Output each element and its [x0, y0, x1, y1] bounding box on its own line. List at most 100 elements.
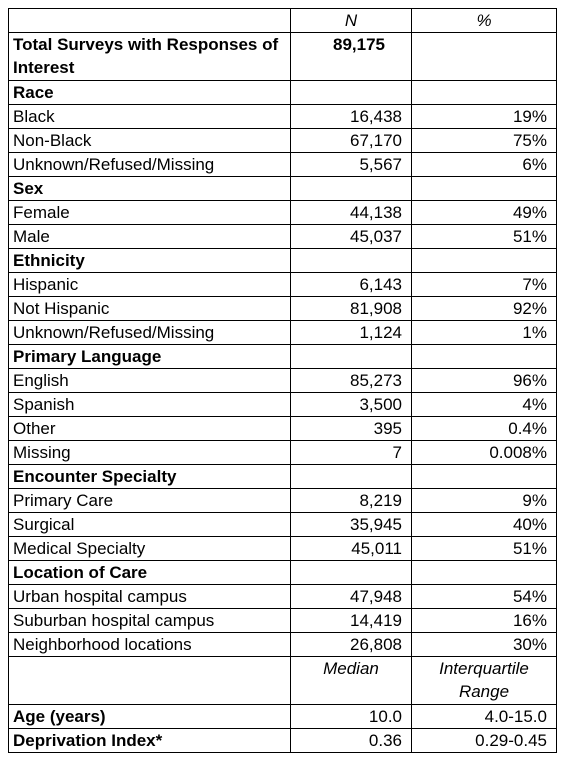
row-label: Total Surveys with Responses of Interest [8, 32, 291, 81]
median-cell: 10.0 [290, 704, 412, 729]
row-label: Deprivation Index* [8, 728, 291, 753]
table-row: Surgical 35,945 40% [8, 512, 557, 537]
percent-cell: 75% [411, 128, 557, 153]
percent-cell: 51% [411, 536, 557, 561]
table-row: Spanish 3,500 4% [8, 392, 557, 417]
row-label: Suburban hospital campus [8, 608, 291, 633]
percent-cell: 54% [411, 584, 557, 609]
demographics-table: N% Total Surveys with Responses of Intere… [8, 8, 557, 753]
table-row: Male 45,037 51% [8, 224, 557, 249]
count-cell [290, 176, 412, 201]
row-label: Sex [8, 176, 291, 201]
row-label: Ethnicity [8, 248, 291, 273]
table-row: Medical Specialty 45,011 51% [8, 536, 557, 561]
table-row: Neighborhood locations 26,808 30% [8, 632, 557, 657]
row-label: Race [8, 80, 291, 105]
count-cell: 6,143 [290, 272, 412, 297]
table-row: English 85,273 96% [8, 368, 557, 393]
table-row: Other 395 0.4% [8, 416, 557, 441]
table-row: Non-Black 67,170 75% [8, 128, 557, 153]
table-row: Suburban hospital campus 14,419 16% [8, 608, 557, 633]
count-cell: 85,273 [290, 368, 412, 393]
table-row: Black 16,438 19% [8, 104, 557, 129]
count-cell: 395 [290, 416, 412, 441]
column-header: N [290, 8, 412, 33]
table-row: Sex [8, 176, 557, 201]
row-label: Location of Care [8, 560, 291, 585]
percent-cell [411, 176, 557, 201]
count-cell: 16,438 [290, 104, 412, 129]
percent-cell: 49% [411, 200, 557, 225]
row-label: Black [8, 104, 291, 129]
count-cell [290, 248, 412, 273]
iqr-cell: 0.29-0.45 [411, 728, 557, 753]
count-cell: 3,500 [290, 392, 412, 417]
count-cell [290, 80, 412, 105]
row-label: Neighborhood locations [8, 632, 291, 657]
count-cell: 1,124 [290, 320, 412, 345]
column-header: Median [290, 656, 412, 705]
table-row: Urban hospital campus 47,948 54% [8, 584, 557, 609]
count-cell: 47,948 [290, 584, 412, 609]
row-label: English [8, 368, 291, 393]
percent-cell: 40% [411, 512, 557, 537]
column-header: % [411, 8, 557, 33]
count-cell [290, 464, 412, 489]
row-label: Urban hospital campus [8, 584, 291, 609]
row-label: Hispanic [8, 272, 291, 297]
percent-cell: 7% [411, 272, 557, 297]
percent-cell [411, 248, 557, 273]
iqr-cell: 4.0-15.0 [411, 704, 557, 729]
count-cell: 7 [290, 440, 412, 465]
percent-cell [411, 32, 557, 81]
row-label: Missing [8, 440, 291, 465]
table-row: Female 44,138 49% [8, 200, 557, 225]
table-row: Location of Care [8, 560, 557, 585]
table-row: Missing 7 0.008% [8, 440, 557, 465]
empty-cell [8, 656, 291, 705]
row-label: Spanish [8, 392, 291, 417]
percent-cell: 9% [411, 488, 557, 513]
percent-cell: 16% [411, 608, 557, 633]
percent-cell: 30% [411, 632, 557, 657]
table-row: Deprivation Index* 0.36 0.29-0.45 [8, 728, 557, 753]
percent-cell: 96% [411, 368, 557, 393]
percent-cell: 0.4% [411, 416, 557, 441]
row-label: Primary Language [8, 344, 291, 369]
count-cell: 26,808 [290, 632, 412, 657]
row-label: Non-Black [8, 128, 291, 153]
percent-cell: 0.008% [411, 440, 557, 465]
percent-cell: 4% [411, 392, 557, 417]
row-label: Unknown/Refused/Missing [8, 152, 291, 177]
percent-cell: 1% [411, 320, 557, 345]
count-cell: 35,945 [290, 512, 412, 537]
row-label: Encounter Specialty [8, 464, 291, 489]
count-cell: 14,419 [290, 608, 412, 633]
table-row: Encounter Specialty [8, 464, 557, 489]
table-row: Age (years) 10.0 4.0-15.0 [8, 704, 557, 729]
table-row: Total Surveys with Responses of Interest… [8, 32, 557, 81]
count-cell: 45,037 [290, 224, 412, 249]
row-label: Male [8, 224, 291, 249]
count-cell: 81,908 [290, 296, 412, 321]
percent-cell [411, 464, 557, 489]
column-header: Interquartile Range [411, 656, 557, 705]
table-row: Unknown/Refused/Missing 1,124 1% [8, 320, 557, 345]
table-row: Median Interquartile Range [8, 656, 557, 705]
row-label: Medical Specialty [8, 536, 291, 561]
count-cell: 45,011 [290, 536, 412, 561]
percent-cell: 6% [411, 152, 557, 177]
table-row: Hispanic 6,143 7% [8, 272, 557, 297]
table-row: Race [8, 80, 557, 105]
table-body: N% Total Surveys with Responses of Intere… [8, 8, 557, 753]
count-cell: 8,219 [290, 488, 412, 513]
table-row: N% [8, 8, 557, 33]
row-label: Not Hispanic [8, 296, 291, 321]
percent-cell: 19% [411, 104, 557, 129]
percent-cell [411, 560, 557, 585]
row-label: Surgical [8, 512, 291, 537]
empty-cell [8, 8, 291, 33]
row-label: Age (years) [8, 704, 291, 729]
percent-cell [411, 80, 557, 105]
